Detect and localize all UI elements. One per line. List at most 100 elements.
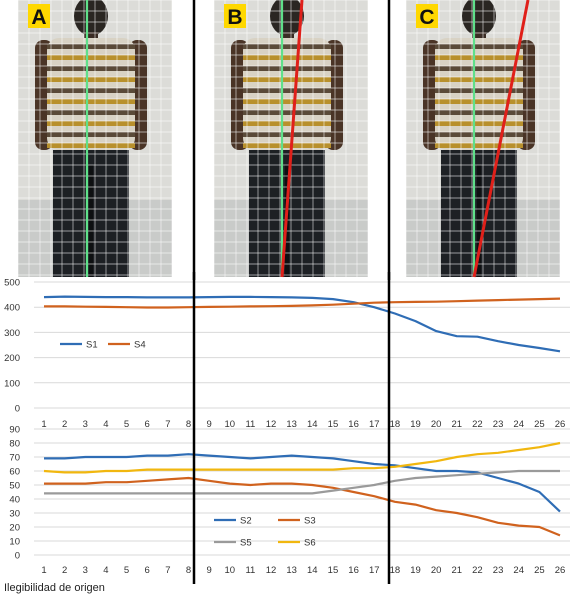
x-tick-label: 4 [103,419,108,430]
shirt-stripe [47,88,135,93]
x-tick-label: 25 [534,565,545,576]
x-tick-label: 2 [62,419,67,430]
x-tick-label: 5 [124,419,129,430]
legend-label: S1 [86,340,98,351]
x-tick-label: 10 [224,565,235,576]
x-tick-label: 22 [472,565,483,576]
x-tick-label: 24 [513,565,524,576]
photo-panel-b: B [213,0,369,278]
y-tick-label: 300 [4,328,20,339]
shirt-stripe [243,132,331,137]
y-tick-label: 80 [9,439,20,450]
x-tick-label: 6 [145,565,150,576]
x-tick-label: 12 [266,419,277,430]
deviation-line-red [280,0,304,278]
panel-label-letter: B [227,6,242,29]
shirt-stripe [243,77,331,82]
y-tick-label: 40 [9,495,20,506]
x-tick-label: 9 [206,565,211,576]
y-tick-label: 60 [9,467,20,478]
y-tick-label: 70 [9,453,20,464]
legend-label: S5 [240,538,252,549]
y-tick-label: 90 [9,425,20,436]
x-tick-label: 19 [410,419,421,430]
series-line-s5 [44,469,560,495]
x-tick-label: 19 [410,565,421,576]
x-tick-label: 22 [472,419,483,430]
shirt-stripe [435,88,523,93]
x-tick-label: 20 [431,419,442,430]
shirt-stripe [47,132,135,137]
shirt-stripe [47,55,135,60]
x-tick-label: 25 [534,419,545,430]
x-tick-label: 8 [186,419,191,430]
x-tick-label: 23 [493,419,504,430]
shirt-stripe [435,110,523,115]
x-tick-label: 12 [266,565,277,576]
x-tick-label: 26 [555,419,566,430]
person-neck [472,32,486,42]
person-head [462,0,496,36]
photo-panel-a: A [17,0,173,277]
x-tick-label: 3 [83,419,88,430]
panel-label-letter: A [31,6,46,29]
shirt-stripe [435,132,523,137]
series-line-s6 [43,441,561,474]
photo-panel-c: C [405,0,561,278]
y-tick-label: 30 [9,509,20,520]
x-tick-label: 13 [286,565,297,576]
series-line-s1 [43,295,561,353]
y-tick-label: 0 [15,404,20,415]
x-tick-label: 14 [307,419,318,430]
shirt-stripe [243,121,331,126]
series-line-s4 [44,297,561,309]
y-tick-label: 100 [4,378,20,389]
x-tick-label: 5 [124,565,129,576]
x-tick-label: 20 [431,565,442,576]
x-tick-label: 23 [493,565,504,576]
x-tick-label: 16 [348,419,359,430]
source-caption: Ilegibilidad de origen [4,582,105,594]
shirt-stripe [47,66,135,71]
y-tick-label: 500 [4,278,20,289]
shirt-stripe [243,66,331,71]
shirt-stripe [243,110,331,115]
x-tick-label: 16 [348,565,359,576]
shirt-stripe [243,99,331,104]
panel-label-box [224,4,246,28]
person-head [270,0,304,36]
shirt-stripe [47,121,135,126]
shirt-stripe [435,77,523,82]
x-tick-label: 18 [390,565,401,576]
x-tick-label: 9 [206,419,211,430]
x-tick-label: 2 [62,565,67,576]
x-tick-label: 6 [145,419,150,430]
x-tick-label: 3 [83,565,88,576]
series-line-s3 [44,476,561,537]
panel-label-box [416,4,438,28]
posture-photo-panels: A B C [17,0,561,280]
panel-label-letter: C [419,6,434,29]
shirt-stripe [47,77,135,82]
x-tick-label: 8 [186,565,191,576]
shirt-stripe [435,55,523,60]
legend-label: S3 [304,516,316,527]
legend-label: S2 [240,516,252,527]
shirt-stripe [435,66,523,71]
y-tick-label: 200 [4,353,20,364]
y-tick-label: 10 [9,537,20,548]
shirt-stripe [243,143,331,148]
x-tick-label: 21 [452,419,463,430]
x-tick-label: 17 [369,565,380,576]
shirt-stripe [435,143,523,148]
x-tick-label: 11 [245,565,255,576]
person-neck [84,32,98,42]
x-tick-label: 15 [328,565,339,576]
deviation-line-red [472,0,530,278]
shirt-stripe [47,110,135,115]
shirt-stripe [47,143,135,148]
shirt-stripe [435,121,523,126]
